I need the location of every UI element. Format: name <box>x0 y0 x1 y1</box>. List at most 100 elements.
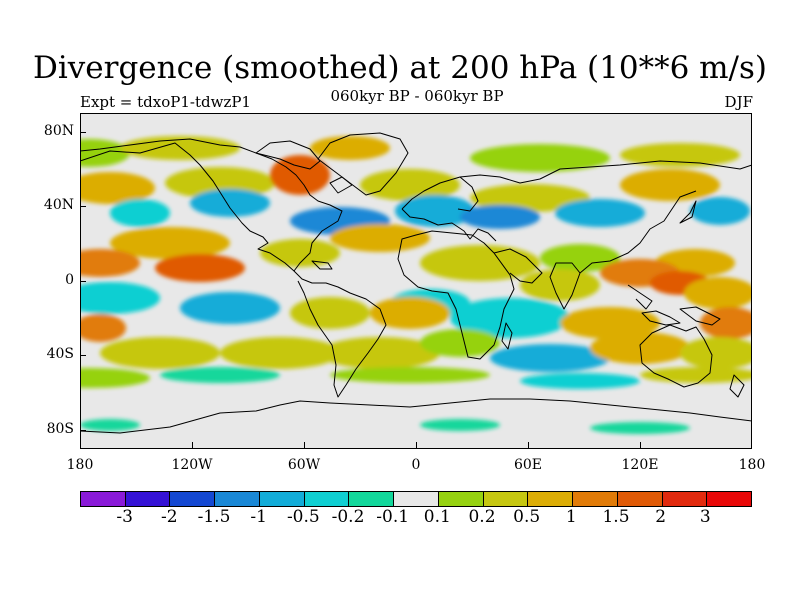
divergence-patch <box>80 249 140 277</box>
lon-tick-mark <box>751 442 752 448</box>
divergence-patch <box>555 199 645 227</box>
colorbar-label: 0.1 <box>423 507 451 527</box>
colorbar-swatch <box>707 492 752 506</box>
divergence-patch <box>110 227 230 259</box>
colorbar-swatch <box>304 492 350 506</box>
colorbar-swatch <box>573 492 618 506</box>
divergence-patch <box>540 244 620 272</box>
colorbar-swatch <box>349 492 395 506</box>
lat-tick-label: 0 <box>65 272 74 288</box>
colorbar-label: -1.5 <box>197 507 231 527</box>
coastlines <box>80 132 752 434</box>
divergence-map <box>80 113 752 449</box>
divergence-patch <box>560 307 660 339</box>
divergence-patch <box>370 297 450 329</box>
divergence-patch <box>420 329 500 357</box>
colorbar-swatch <box>438 492 484 506</box>
lon-tick-mark <box>304 442 305 448</box>
colorbar-swatch <box>483 492 529 506</box>
plot-title: Divergence (smoothed) at 200 hPa (10**6 … <box>33 50 767 86</box>
divergence-patch <box>160 367 280 383</box>
colorbar-swatch <box>528 492 574 506</box>
lon-tick-label: 0 <box>411 457 421 473</box>
colorbar-swatch <box>81 492 126 506</box>
divergence-patch <box>180 292 280 324</box>
colorbar-label: -1 <box>250 507 267 527</box>
divergence-patch <box>360 169 460 201</box>
divergence-patch <box>330 224 430 252</box>
experiment-label: Expt = tdxoP1-tdwzP1 <box>80 93 251 111</box>
lon-tick-mark <box>416 442 417 448</box>
divergence-patch <box>590 422 690 434</box>
divergence-patch <box>290 297 370 329</box>
divergence-patch <box>490 344 610 372</box>
divergence-patch <box>420 419 500 431</box>
colorbar-label: 1.5 <box>602 507 630 527</box>
lon-tick-label: 60W <box>287 457 321 473</box>
colorbar <box>80 491 752 507</box>
lon-tick-mark <box>192 442 193 448</box>
divergence-patch <box>680 337 752 369</box>
period-label: 060kyr BP - 060kyr BP <box>330 87 504 105</box>
lat-tick-mark <box>80 206 86 207</box>
divergence-patch <box>190 189 270 217</box>
divergence-field <box>80 136 752 434</box>
colorbar-label: 0.5 <box>513 507 541 527</box>
lat-tick-label: 40S <box>46 346 74 362</box>
divergence-patch <box>690 197 750 225</box>
divergence-patch <box>320 337 440 369</box>
divergence-patch <box>100 337 220 369</box>
divergence-patch <box>80 314 126 342</box>
divergence-patch <box>330 367 490 383</box>
lon-tick-label: 120E <box>621 457 659 473</box>
lat-tick-label: 40N <box>43 197 74 213</box>
divergence-patch <box>420 245 540 281</box>
lat-tick-mark <box>80 281 86 282</box>
divergence-patch <box>80 368 150 388</box>
colorbar-label: -2 <box>161 507 178 527</box>
divergence-patch <box>520 269 600 301</box>
colorbar-swatch <box>394 492 439 506</box>
divergence-patch <box>80 419 140 431</box>
colorbar-label: 2 <box>655 507 667 527</box>
colorbar-swatch <box>170 492 216 506</box>
lon-tick-label: 120W <box>171 457 213 473</box>
lat-tick-label: 80N <box>43 123 74 139</box>
colorbar-swatch <box>617 492 663 506</box>
colorbar-label: -0.1 <box>376 507 410 527</box>
season-label: DJF <box>724 93 753 111</box>
divergence-patch <box>155 254 245 282</box>
divergence-patch <box>220 337 340 369</box>
divergence-patch <box>520 373 640 389</box>
colorbar-label: -0.5 <box>286 507 320 527</box>
lat-tick-mark <box>80 355 86 356</box>
lat-tick-label: 80S <box>46 421 74 437</box>
divergence-patch <box>110 199 170 227</box>
divergence-patch <box>470 144 610 172</box>
divergence-patch <box>460 205 540 229</box>
lon-tick-mark <box>80 442 81 448</box>
divergence-patch <box>450 298 570 338</box>
lon-tick-label: 180 <box>738 457 766 473</box>
lat-tick-mark <box>80 132 86 133</box>
divergence-patch <box>620 143 740 167</box>
colorbar-label: 1 <box>565 507 577 527</box>
colorbar-label: -0.2 <box>331 507 365 527</box>
colorbar-label: 3 <box>699 507 711 527</box>
lon-tick-label: 60E <box>513 457 543 473</box>
colorbar-label: 0.2 <box>468 507 496 527</box>
colorbar-swatch <box>125 492 171 506</box>
colorbar-swatch <box>259 492 305 506</box>
divergence-patch <box>310 136 390 160</box>
colorbar-swatch <box>662 492 708 506</box>
lon-tick-mark <box>640 442 641 448</box>
divergence-patch <box>684 277 752 309</box>
colorbar-swatch <box>215 492 260 506</box>
lon-tick-mark <box>528 442 529 448</box>
divergence-patch <box>80 282 160 314</box>
divergence-patch <box>80 172 155 204</box>
lat-tick-mark <box>80 430 86 431</box>
divergence-patch <box>620 169 720 201</box>
divergence-patch <box>395 195 475 227</box>
colorbar-label: -3 <box>116 507 133 527</box>
